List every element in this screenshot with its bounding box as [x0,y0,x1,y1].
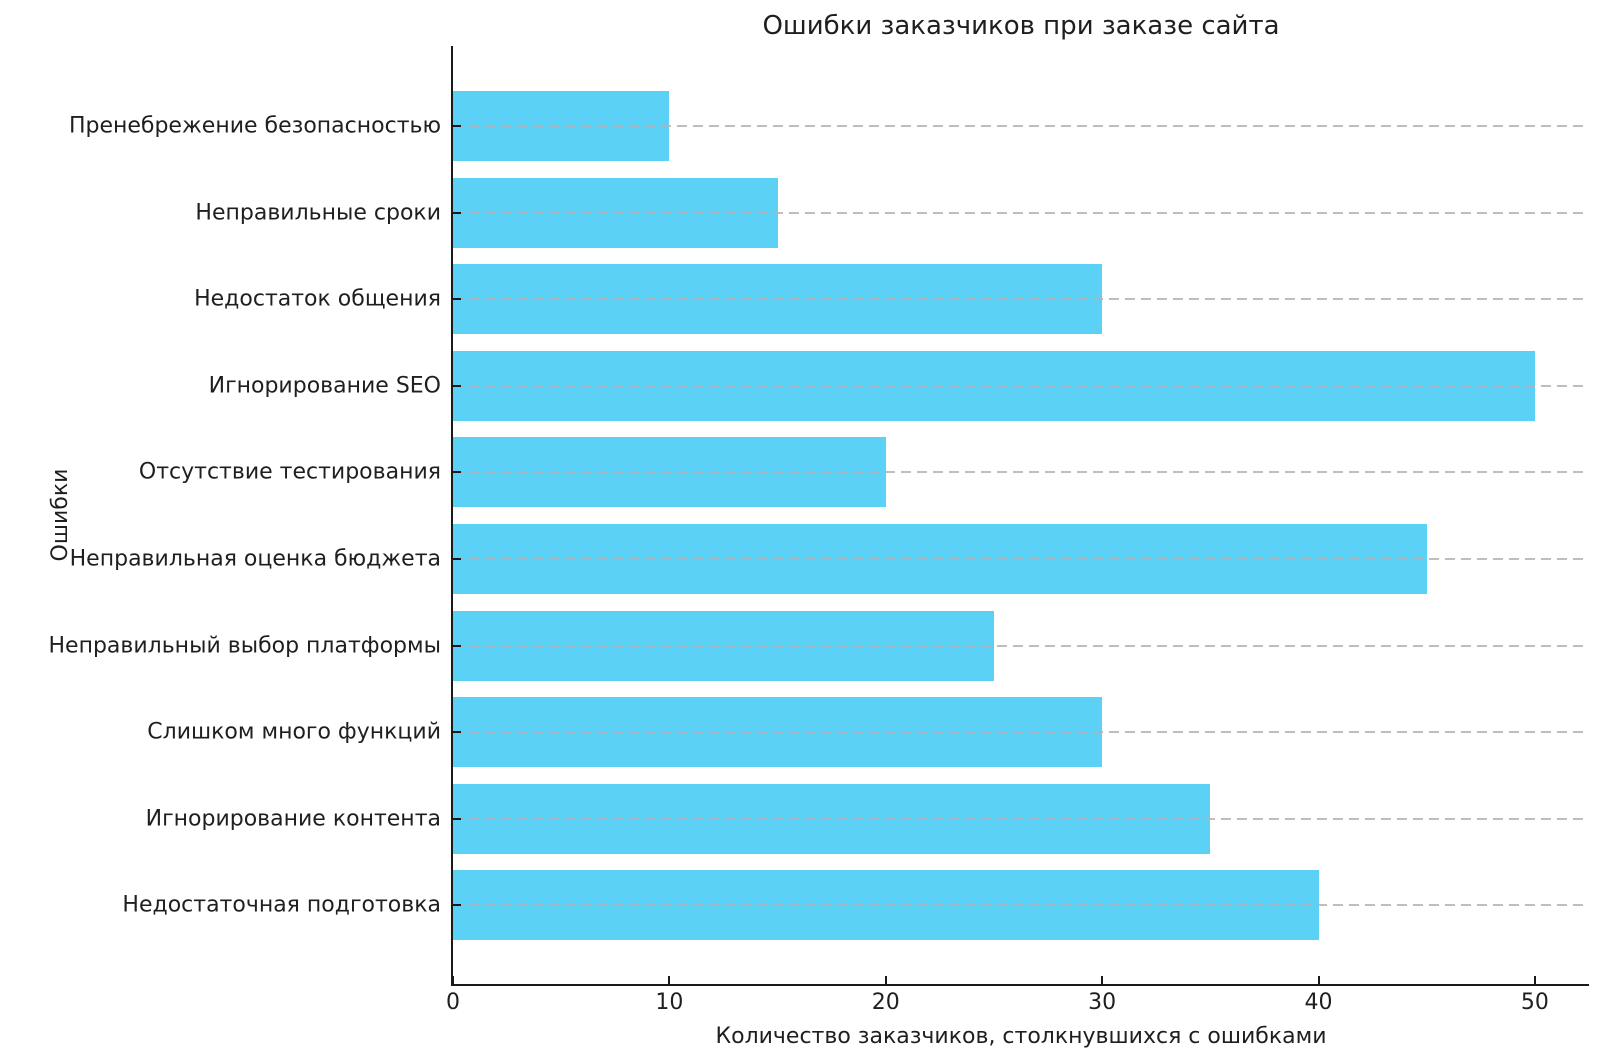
gridline [453,644,1589,647]
y-tick-mark [453,644,461,647]
y-tick-label: Недостаточная подготовка [122,892,441,918]
y-tick-mark [453,904,461,907]
x-tick-label: 20 [871,990,900,1015]
gridline [453,211,1589,214]
gridline [453,298,1589,301]
y-tick-label: Отсутствие тестирования [138,459,441,485]
x-axis-label: Количество заказчиков, столкнувшихся с о… [715,1024,1327,1049]
y-tick-label: Неправильная оценка бюджета [69,546,441,572]
y-tick-mark [453,471,461,474]
y-tick-mark [453,125,461,127]
y-tick-label: Пренебрежение безопасностью [68,113,441,139]
y-tick-mark [453,298,461,301]
y-tick-mark [453,817,461,820]
gridline [453,558,1589,560]
x-tick-labels: 0 10 20 30 40 50 [446,990,1589,1020]
gridline [453,125,1589,127]
y-tick-mark [453,558,461,560]
y-tick-mark [453,211,461,214]
x-tick-mark [1533,976,1536,984]
x-tick-label: 40 [1304,990,1333,1015]
y-tick-label: Слишком много функций [147,719,441,745]
gridline [453,817,1589,820]
y-tick-label: Неправильный выбор платформы [48,633,441,659]
x-tick-label: 50 [1520,990,1549,1015]
y-tick-labels: Пренебрежение безопасностью Неправильные … [0,46,441,984]
y-tick-label: Игнорирование контента [145,806,441,832]
chart-title: Ошибки заказчиков при заказе сайта [762,11,1280,41]
y-tick-mark [453,731,461,734]
gridline [453,384,1589,387]
y-tick-mark [453,384,461,387]
gridline [453,731,1589,734]
x-tick-label: 0 [446,990,460,1015]
x-tick-label: 30 [1088,990,1117,1015]
x-tick-mark [668,976,671,984]
x-tick-mark [452,976,454,984]
x-tick-mark [1101,976,1104,984]
y-tick-label: Неправильные сроки [195,200,441,226]
plot-area [451,46,1589,986]
y-tick-label: Игнорирование SEO [208,373,441,399]
x-tick-mark [1317,976,1320,984]
x-tick-label: 10 [655,990,684,1015]
x-tick-mark [884,976,887,984]
x-axis-spine [451,984,1589,986]
gridline [453,471,1589,474]
y-tick-label: Недостаток общения [194,286,441,312]
y-axis-spine [451,46,453,986]
gridline [453,904,1589,907]
